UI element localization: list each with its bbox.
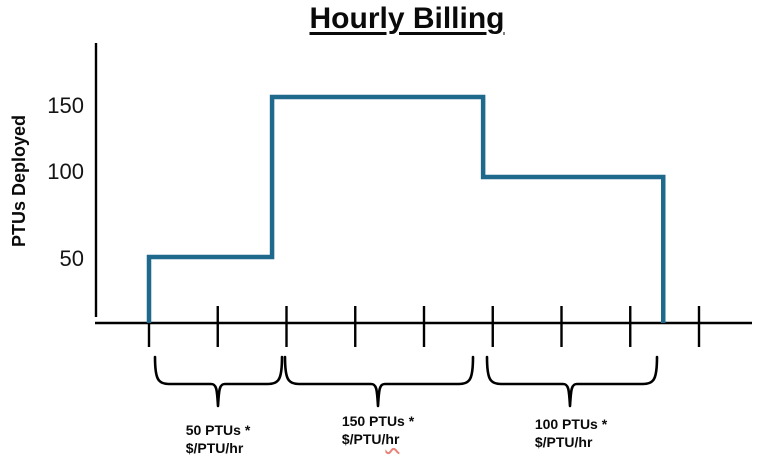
- segment-label-3-line1: 100 PTUs *: [534, 416, 608, 432]
- segment-brace-2: [283, 355, 475, 408]
- step-line: [146, 94, 666, 323]
- segment-label-2-line1: 150 PTUs *: [341, 413, 415, 429]
- segment-label-2: 150 PTUs * $/PTU/hr: [342, 412, 414, 449]
- segment-label-3-line2: $/PTU/hr: [534, 434, 593, 451]
- x-axis-ticks: [147, 306, 701, 347]
- segment-label-3: 100 PTUs * $/PTU/hr: [535, 415, 607, 452]
- segment-label-1-line2: $/PTU/hr: [185, 440, 244, 457]
- page-title: Hourly Billing: [309, 2, 505, 35]
- spellcheck-underline: hr: [385, 431, 400, 448]
- y-tick-label-100: 100: [47, 159, 84, 184]
- segment-brace-1: [153, 355, 284, 408]
- segment-label-2-line2: $/PTU/hr: [341, 431, 400, 448]
- y-tick-label-150: 150: [47, 93, 84, 118]
- y-tick-label-50: 50: [59, 246, 84, 271]
- segment-brace-3: [485, 355, 659, 408]
- segment-label-1-line1: 50 PTUs *: [185, 422, 251, 438]
- segment-label-1: 50 PTUs * $/PTU/hr: [186, 421, 251, 458]
